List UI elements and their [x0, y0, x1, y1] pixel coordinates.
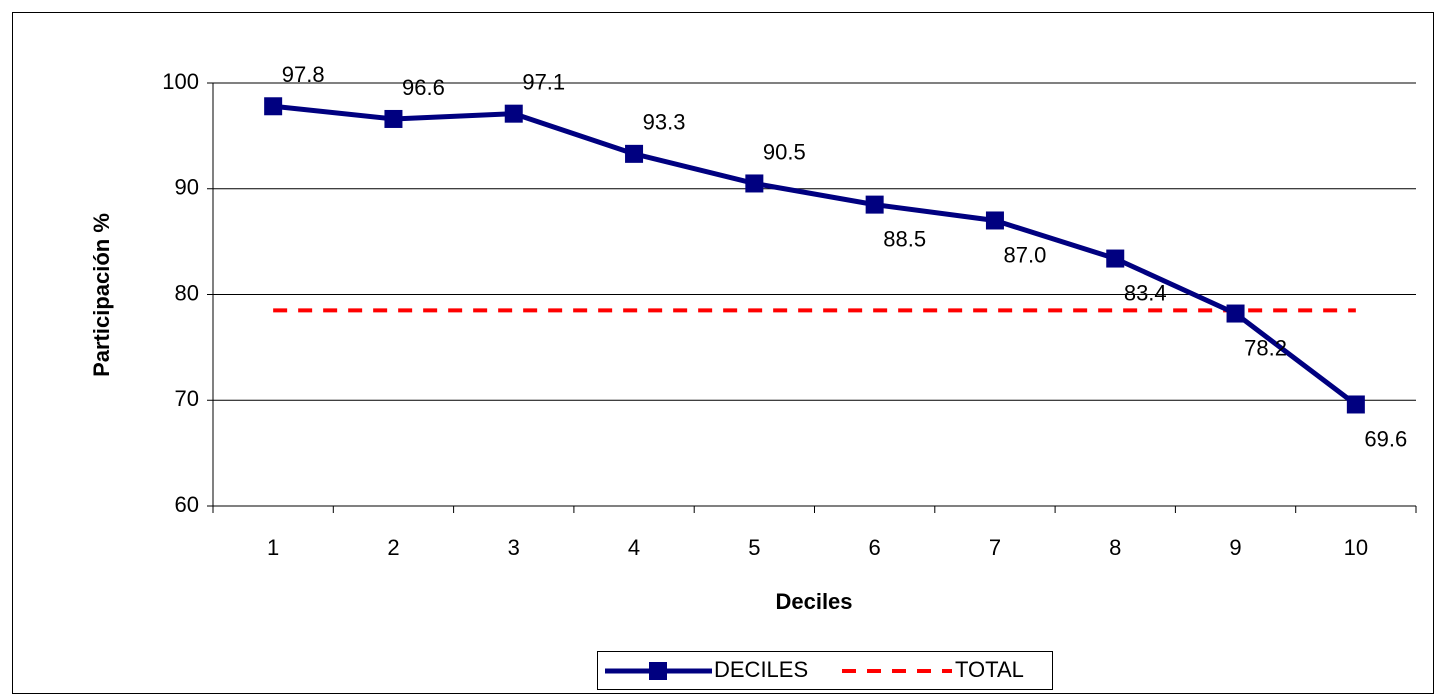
y-tick-label: 90 — [175, 175, 199, 200]
marker — [865, 195, 884, 214]
y-tick-label: 80 — [175, 280, 199, 305]
legend-marker — [649, 662, 667, 680]
x-tick-label: 1 — [267, 535, 279, 560]
x-tick-label: 10 — [1344, 535, 1368, 560]
marker — [985, 211, 1004, 230]
data-label: 87.0 — [1004, 242, 1047, 267]
x-tick-label: 5 — [748, 535, 760, 560]
legend-label: DECILES — [714, 657, 808, 682]
marker — [1346, 395, 1365, 414]
marker — [264, 97, 283, 116]
x-tick-label: 7 — [989, 535, 1001, 560]
data-label: 88.5 — [883, 226, 926, 251]
marker — [745, 174, 764, 193]
data-label: 83.4 — [1124, 280, 1167, 305]
x-tick-label: 6 — [869, 535, 881, 560]
x-tick-label: 4 — [628, 535, 640, 560]
data-label: 97.1 — [522, 69, 565, 94]
marker — [1226, 304, 1245, 323]
x-axis-title: Deciles — [775, 589, 852, 614]
y-tick-label: 70 — [175, 386, 199, 411]
marker — [625, 144, 644, 163]
marker — [384, 109, 403, 128]
y-tick-label: 100 — [162, 69, 199, 94]
data-label: 97.8 — [282, 62, 325, 87]
data-label: 78.2 — [1244, 335, 1287, 360]
data-label: 96.6 — [402, 75, 445, 100]
x-tick-label: 3 — [508, 535, 520, 560]
marker — [504, 104, 523, 123]
marker — [1106, 249, 1125, 268]
data-label: 93.3 — [643, 110, 686, 135]
data-label: 90.5 — [763, 139, 806, 164]
y-axis-title: Participación % — [89, 213, 114, 377]
chart-border — [12, 12, 1434, 694]
deciles-line — [272, 103, 1358, 407]
y-tick-label: 60 — [175, 492, 199, 517]
x-tick-label: 8 — [1109, 535, 1121, 560]
x-tick-label: 2 — [387, 535, 399, 560]
x-tick-label: 9 — [1229, 535, 1241, 560]
data-label: 69.6 — [1364, 426, 1407, 451]
legend-label: TOTAL — [955, 657, 1024, 682]
